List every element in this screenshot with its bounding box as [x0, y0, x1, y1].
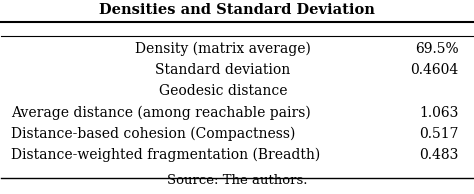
Text: Densities and Standard Deviation: Densities and Standard Deviation — [99, 3, 375, 17]
Text: Standard deviation: Standard deviation — [155, 63, 291, 77]
Text: Distance-weighted fragmentation (Breadth): Distance-weighted fragmentation (Breadth… — [11, 148, 320, 162]
Text: 0.517: 0.517 — [419, 127, 458, 141]
Text: Average distance (among reachable pairs): Average distance (among reachable pairs) — [11, 105, 310, 120]
Text: 0.4604: 0.4604 — [410, 63, 458, 77]
Text: Geodesic distance: Geodesic distance — [159, 84, 287, 98]
Text: 69.5%: 69.5% — [415, 42, 458, 56]
Text: Source: The authors.: Source: The authors. — [167, 174, 307, 187]
Text: 1.063: 1.063 — [419, 106, 458, 120]
Text: Density (matrix average): Density (matrix average) — [135, 42, 311, 56]
Text: Distance-based cohesion (Compactness): Distance-based cohesion (Compactness) — [11, 127, 295, 141]
Text: 0.483: 0.483 — [419, 148, 458, 162]
